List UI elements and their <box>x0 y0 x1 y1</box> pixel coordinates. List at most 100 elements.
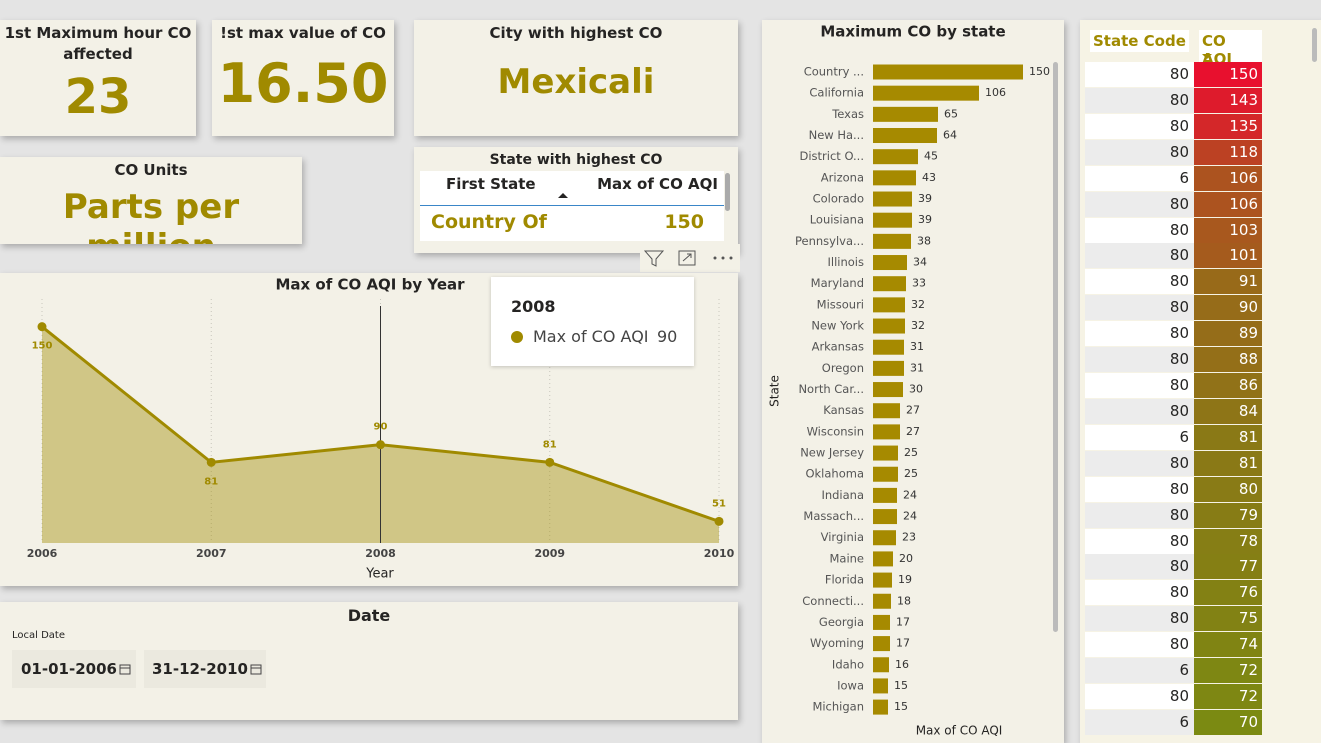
bar <box>873 128 937 144</box>
table-row: 6 72 <box>1085 658 1262 684</box>
cell: 80 <box>1169 142 1189 161</box>
data-label: 45 <box>924 150 938 163</box>
heat-cell <box>1194 450 1262 476</box>
marker <box>206 457 216 467</box>
date-input[interactable]: 01-01-2006 <box>12 650 136 688</box>
focus-icon[interactable] <box>678 250 696 266</box>
state-table: State with highest CO First State Max of… <box>414 147 738 253</box>
y-tick-label: Georgia <box>819 615 864 629</box>
heat-cell <box>1194 191 1262 217</box>
cell: 143 <box>1229 90 1258 109</box>
data-label: 20 <box>899 552 913 565</box>
y-tick-label: District O... <box>799 149 864 163</box>
y-tick-label: Kansas <box>823 403 864 417</box>
more-icon[interactable] <box>713 256 733 260</box>
y-tick-label: Louisiana <box>810 213 864 227</box>
data-label: 18 <box>897 594 911 607</box>
x-tick-label: 2006 <box>27 547 58 560</box>
cell: 72 <box>1238 687 1258 706</box>
data-label: 150 <box>1029 65 1050 78</box>
table-row: 80 101 <box>1085 243 1262 269</box>
bar-panel: Maximum CO by state Max of CO AQI State … <box>762 20 1064 743</box>
bar <box>873 551 893 567</box>
bar <box>873 593 891 609</box>
y-tick-label: Missouri <box>817 297 864 311</box>
data-label: 15 <box>894 679 908 692</box>
bar <box>873 382 903 398</box>
bar <box>873 657 889 673</box>
y-tick-label: Idaho <box>832 657 864 671</box>
table-grid: State Code CO AQI 80 150 80 143 80 135 80 118 6 106… <box>1085 20 1262 743</box>
bar <box>873 445 898 461</box>
calendar-icon[interactable] <box>250 663 262 675</box>
filter-icon[interactable] <box>643 250 665 267</box>
table-row: 80 80 <box>1085 476 1262 502</box>
cell: 6 <box>1179 168 1189 187</box>
bar <box>873 297 905 313</box>
card: City with highest CO Mexicali <box>414 20 738 136</box>
cell: 118 <box>1229 142 1258 161</box>
bar <box>873 678 888 694</box>
data-table: State Code CO AQI 80 150 80 143 80 135 80 118 6 106… <box>1080 20 1321 743</box>
cell: 80 <box>1169 324 1189 343</box>
bar <box>873 106 938 122</box>
header-bg <box>640 244 740 272</box>
table-body: First State Max of CO AQI Country Of 150 <box>420 171 724 241</box>
data-label: 19 <box>898 573 912 586</box>
y-tick-label: Texas <box>831 107 864 121</box>
bar <box>873 339 904 355</box>
bar <box>873 212 912 228</box>
heat-cell <box>1194 139 1262 165</box>
scrollbar[interactable] <box>1312 28 1317 62</box>
tooltip-swatch <box>511 331 523 343</box>
data-label: 16 <box>895 658 909 671</box>
sort-arrow <box>1202 54 1212 59</box>
data-label: 32 <box>911 319 925 332</box>
card-value: Mexicali <box>497 62 655 102</box>
scrollbar[interactable] <box>1053 62 1058 632</box>
y-tick-label: California <box>809 86 864 100</box>
cell: 89 <box>1238 324 1258 343</box>
card-title: !st max value of CO <box>220 24 386 42</box>
cell: 80 <box>1169 453 1189 472</box>
cell: 80 <box>1169 479 1189 498</box>
cell: 80 <box>1169 687 1189 706</box>
date-slicer: Date Local Date 01-01-2006 31-12-2010 <box>0 602 738 720</box>
cell: 80 <box>1169 116 1189 135</box>
y-axis-label: State <box>768 375 782 407</box>
card-value: Parts per million <box>62 187 240 244</box>
cell: 70 <box>1238 713 1258 731</box>
table-row: 80 103 <box>1085 217 1262 243</box>
heat-cell <box>1194 554 1262 580</box>
line-panel: Max of CO AQI by Year Year Max of CO AQI… <box>0 273 738 586</box>
card-title: CO Units <box>114 161 188 179</box>
heat-cell <box>1194 62 1262 87</box>
slicer-label: Local Date <box>12 630 65 641</box>
table-row: 80 90 <box>1085 295 1262 321</box>
focus-arrow <box>682 253 692 262</box>
calendar-icon[interactable] <box>119 663 131 675</box>
data-label: 150 <box>32 341 53 352</box>
data-label: 25 <box>904 467 918 480</box>
y-tick-label: Connecti... <box>802 594 864 608</box>
heat-cell <box>1194 217 1262 243</box>
y-tick-label: Iowa <box>837 678 864 692</box>
bar <box>873 614 890 630</box>
cell: 86 <box>1238 376 1258 395</box>
y-tick-label: Virginia <box>821 530 864 544</box>
table-row: 6 70 <box>1085 710 1262 735</box>
data-label: 51 <box>712 498 726 509</box>
cell: 75 <box>1238 609 1258 628</box>
table-row: 80 150 <box>1085 62 1262 87</box>
heat-cell <box>1194 113 1262 139</box>
table-row: 80 75 <box>1085 606 1262 632</box>
tooltip-label: Max of CO AQI <box>533 327 649 346</box>
heat-cell <box>1194 684 1262 710</box>
heat-cell <box>1194 476 1262 502</box>
date-input[interactable]: 31-12-2010 <box>144 650 266 688</box>
data-label: 81 <box>543 439 557 450</box>
y-tick-label: Oregon <box>822 361 864 375</box>
chart-title: Max of CO AQI by Year <box>275 276 465 294</box>
data-label: 38 <box>917 234 931 247</box>
scrollbar[interactable] <box>725 173 730 211</box>
